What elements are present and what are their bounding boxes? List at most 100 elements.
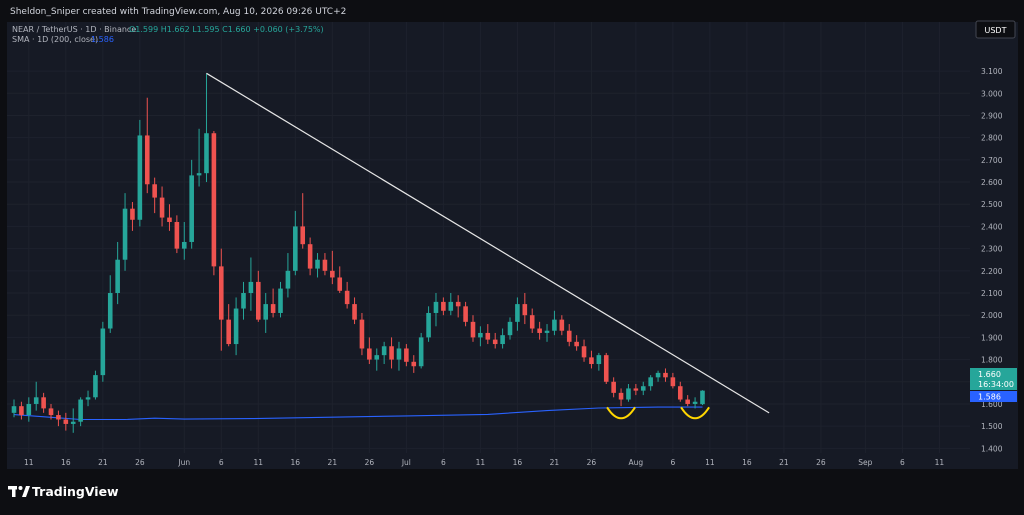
candle-up (596, 352, 602, 371)
candle-down (677, 381, 683, 402)
candle-body (374, 355, 380, 360)
candle-up (78, 397, 83, 427)
time-tick-label: 21 (328, 458, 338, 467)
candle-up (122, 193, 128, 271)
candle-up (418, 332, 424, 369)
candle-body (537, 328, 542, 333)
candle-body (352, 304, 357, 320)
candle-body (463, 306, 468, 322)
candle-down (574, 335, 579, 351)
candle-up (70, 408, 76, 433)
author-credit: Sheldon_Sniper created with TradingView.… (10, 7, 346, 17)
candle-body (167, 217, 172, 222)
candle-down (685, 395, 690, 407)
candle-down (330, 250, 335, 285)
last-price-badge: 1.660 16:34:00 (970, 368, 1017, 390)
price-tick-label: 2.100 (981, 289, 1003, 298)
candle-up (626, 383, 631, 402)
time-tick-label: 26 (816, 458, 826, 467)
candle-body (85, 397, 91, 400)
candle-body (685, 399, 690, 404)
candle-down (411, 355, 417, 373)
time-tick-label: 16 (513, 458, 523, 467)
time-tick-label: Aug (629, 458, 644, 467)
candle-up (241, 281, 246, 320)
time-axis[interactable]: 11 16 21 26 Jun 6 11 16 21 26 Jul 6 11 16 21 26 Aug 6 11 16… (24, 458, 944, 467)
time-tick-label: 6 (670, 458, 675, 467)
candle-up (544, 324, 550, 342)
time-tick-label: 21 (779, 458, 789, 467)
tradingview-logo-icon (8, 486, 30, 497)
candle-body (344, 290, 350, 305)
candle-body (241, 293, 246, 309)
candle-up (374, 348, 380, 371)
candle-body (189, 175, 194, 242)
candle-down (218, 248, 224, 351)
symbol-title[interactable]: NEAR / TetherUS · 1D · Binance (12, 25, 136, 34)
candle-body (522, 304, 528, 316)
candle-down (63, 412, 69, 431)
sma-layer (13, 406, 703, 421)
candle-down (559, 315, 565, 336)
candle-down (344, 281, 350, 309)
candle-down (670, 372, 676, 389)
price-tick-label: 2.700 (981, 156, 1003, 165)
candle-body (396, 348, 402, 360)
candle-body (448, 301, 454, 311)
candle-up (426, 306, 431, 342)
candle-body (478, 332, 483, 338)
candle-body (48, 408, 54, 416)
candle-body (19, 406, 24, 416)
candle-up (640, 381, 646, 396)
candle-body (581, 346, 587, 358)
candle-body (159, 197, 165, 218)
candle-body (574, 341, 579, 347)
sma-legend-label[interactable]: SMA · 1D (200, close) (12, 35, 98, 44)
currency-button[interactable]: USDT (975, 20, 1016, 39)
candle-body (500, 335, 505, 345)
candle-body (78, 399, 83, 422)
candle-down (48, 403, 54, 420)
candle-up (115, 241, 120, 305)
candle-body (700, 390, 705, 405)
candle-up (233, 297, 239, 356)
candle-up (655, 370, 661, 382)
price-tick-label: 2.400 (981, 222, 1003, 231)
candle-body (263, 304, 269, 320)
candle-body (322, 259, 328, 271)
price-tick-label: 1.400 (981, 444, 1003, 453)
time-tick-label: 26 (587, 458, 597, 467)
time-tick-label: Jun (177, 458, 190, 467)
candle-body (655, 372, 661, 378)
candle-body (359, 319, 365, 349)
price-tick-label: 2.900 (981, 111, 1003, 120)
sma-price-badge: 1.586 (970, 391, 1017, 402)
candle-body (492, 339, 498, 345)
candle-body (611, 381, 616, 393)
time-tick-label: 6 (900, 458, 905, 467)
candle-down (130, 202, 135, 231)
candle-body (337, 277, 343, 291)
candle-up (692, 397, 698, 409)
price-tick-label: 1.600 (981, 400, 1003, 409)
candle-body (640, 386, 646, 391)
time-tick-label: 11 (935, 458, 945, 467)
sma-legend-value: 1.586 (91, 35, 114, 44)
candle-body (381, 346, 387, 356)
candle-down (144, 97, 150, 194)
candle-up (204, 73, 209, 183)
candle-down (566, 324, 572, 347)
candle-body (389, 346, 394, 360)
price-tick-label: 3.100 (981, 67, 1003, 76)
time-tick-label: 6 (219, 458, 224, 467)
candle-body (285, 270, 291, 289)
candle-up (33, 381, 39, 411)
candle-body (130, 208, 135, 220)
candle-down (581, 339, 587, 362)
candle-up (478, 326, 483, 347)
candle-body (426, 312, 431, 338)
support-arc-highlight (680, 406, 710, 420)
candle-down (211, 131, 217, 276)
tradingview-logo[interactable]: TradingView (8, 484, 119, 499)
